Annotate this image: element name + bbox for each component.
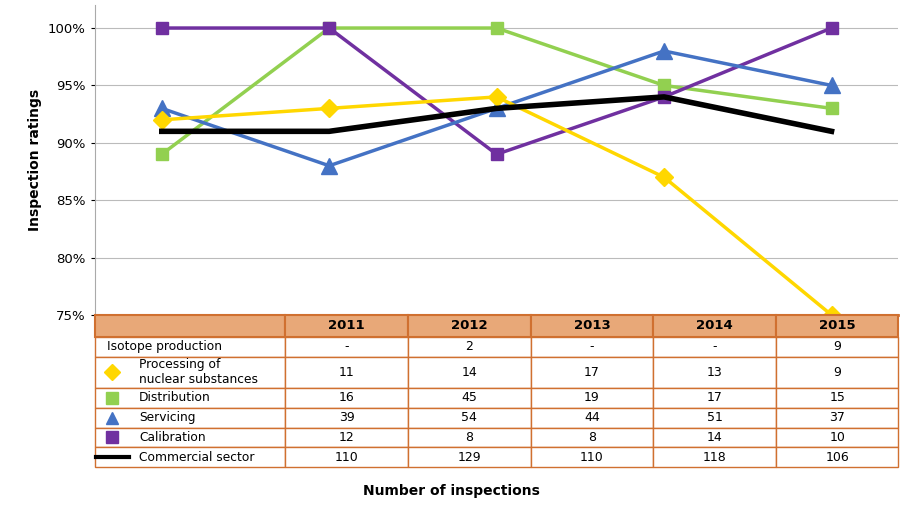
Bar (285, 357, 408, 388)
Text: 45: 45 (461, 391, 477, 404)
Bar (652, 337, 775, 357)
Bar (95, 428, 285, 448)
Bar (285, 388, 408, 407)
Bar (408, 407, 530, 428)
Text: Number of inspections: Number of inspections (363, 484, 539, 498)
Bar (775, 388, 897, 407)
Text: 2015: 2015 (818, 320, 854, 332)
Bar (408, 428, 530, 448)
Bar (530, 407, 652, 428)
Bar (530, 448, 652, 467)
Bar (285, 337, 408, 357)
Bar (652, 407, 775, 428)
Bar (95, 448, 285, 467)
Bar (775, 315, 897, 337)
Bar (652, 428, 775, 448)
Bar (408, 337, 530, 357)
Text: 2014: 2014 (695, 320, 732, 332)
Text: Commercial sector: Commercial sector (139, 451, 254, 464)
Bar (95, 388, 285, 407)
Bar (408, 315, 530, 337)
Text: Servicing: Servicing (139, 411, 196, 424)
Text: 118: 118 (702, 451, 725, 464)
Text: 10: 10 (828, 431, 844, 444)
Text: Processing of
nuclear substances: Processing of nuclear substances (139, 358, 258, 386)
Bar (652, 448, 775, 467)
Text: 14: 14 (706, 431, 722, 444)
Text: 17: 17 (584, 366, 599, 379)
Text: 2013: 2013 (573, 320, 610, 332)
Text: 2012: 2012 (450, 320, 487, 332)
Y-axis label: Inspection ratings: Inspection ratings (28, 89, 42, 231)
Bar (408, 388, 530, 407)
Bar (530, 315, 652, 337)
Bar (285, 315, 408, 337)
Text: 8: 8 (465, 431, 473, 444)
Bar (95, 407, 285, 428)
Text: 9: 9 (833, 366, 840, 379)
Text: 19: 19 (584, 391, 599, 404)
Bar (530, 428, 652, 448)
Bar (285, 428, 408, 448)
Text: 2: 2 (465, 340, 473, 354)
Bar (530, 388, 652, 407)
Bar (530, 357, 652, 388)
Bar (652, 388, 775, 407)
Bar (530, 337, 652, 357)
Bar (285, 448, 408, 467)
Text: -: - (344, 340, 348, 354)
Text: 17: 17 (706, 391, 722, 404)
Text: 14: 14 (461, 366, 476, 379)
Text: 13: 13 (706, 366, 722, 379)
Bar (775, 428, 897, 448)
Text: 9: 9 (833, 340, 840, 354)
Text: 8: 8 (587, 431, 595, 444)
Text: 129: 129 (457, 451, 481, 464)
Text: 106: 106 (824, 451, 848, 464)
Bar (652, 315, 775, 337)
Text: -: - (712, 340, 716, 354)
Text: 110: 110 (335, 451, 358, 464)
Bar (408, 448, 530, 467)
Bar (775, 448, 897, 467)
Text: 39: 39 (338, 411, 354, 424)
Bar (408, 357, 530, 388)
Text: 2011: 2011 (328, 320, 364, 332)
Text: Distribution: Distribution (139, 391, 210, 404)
Bar (775, 337, 897, 357)
Bar (95, 357, 285, 388)
Text: -: - (589, 340, 594, 354)
Text: 44: 44 (584, 411, 599, 424)
Text: Isotope production: Isotope production (106, 340, 222, 354)
Bar (652, 357, 775, 388)
Bar (775, 407, 897, 428)
Text: 110: 110 (579, 451, 603, 464)
Text: 51: 51 (706, 411, 722, 424)
Text: 11: 11 (338, 366, 354, 379)
Text: Calibration: Calibration (139, 431, 206, 444)
Bar (95, 315, 285, 337)
Text: 37: 37 (828, 411, 844, 424)
Text: 16: 16 (338, 391, 354, 404)
Text: 15: 15 (828, 391, 844, 404)
Bar (95, 337, 285, 357)
Text: 54: 54 (461, 411, 477, 424)
Bar (285, 407, 408, 428)
Bar (775, 357, 897, 388)
Text: 12: 12 (338, 431, 354, 444)
